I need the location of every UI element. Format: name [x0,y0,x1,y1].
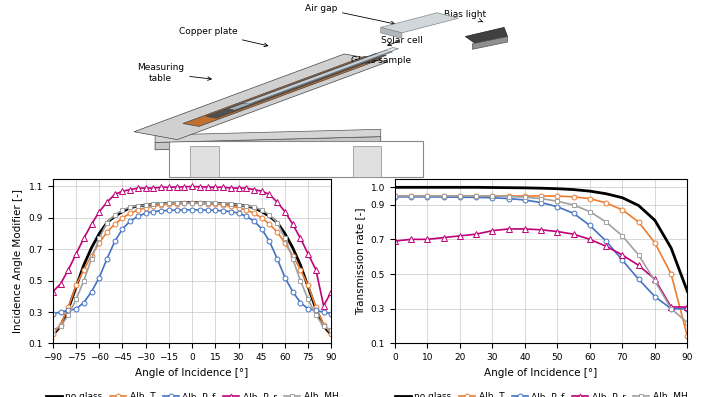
Text: Measuring
table: Measuring table [137,64,212,83]
Polygon shape [228,50,393,110]
Polygon shape [472,37,508,49]
Polygon shape [155,129,381,143]
Y-axis label: Transmission rate [-]: Transmission rate [-] [355,207,365,315]
Text: Bias light: Bias light [444,10,486,22]
Polygon shape [381,27,402,39]
X-axis label: Angle of Incidence [°]: Angle of Incidence [°] [484,368,598,378]
Polygon shape [134,54,388,140]
Legend: no glass, Alb. T, Alb. P_f, Alb. P_r, Alb. MH: no glass, Alb. T, Alb. P_f, Alb. P_r, Al… [395,393,687,397]
Y-axis label: Incidence Angle Modifier [-]: Incidence Angle Modifier [-] [13,189,23,333]
Text: Copper plate: Copper plate [178,27,268,47]
Bar [190,146,219,177]
Text: Solar cell: Solar cell [381,36,423,46]
Polygon shape [381,13,458,33]
Text: Air gap: Air gap [305,4,395,25]
Text: Glass sample: Glass sample [350,56,411,65]
Polygon shape [465,27,508,44]
Bar [352,146,381,177]
Polygon shape [206,54,386,118]
Polygon shape [243,48,398,104]
X-axis label: Angle of Incidence [°]: Angle of Incidence [°] [135,368,249,378]
Polygon shape [183,56,381,126]
Legend: no glass, Alb. T, Alb. P_f, Alb. P_r, Alb. MH: no glass, Alb. T, Alb. P_f, Alb. P_r, Al… [46,393,338,397]
Polygon shape [155,137,381,150]
Bar [169,141,423,177]
